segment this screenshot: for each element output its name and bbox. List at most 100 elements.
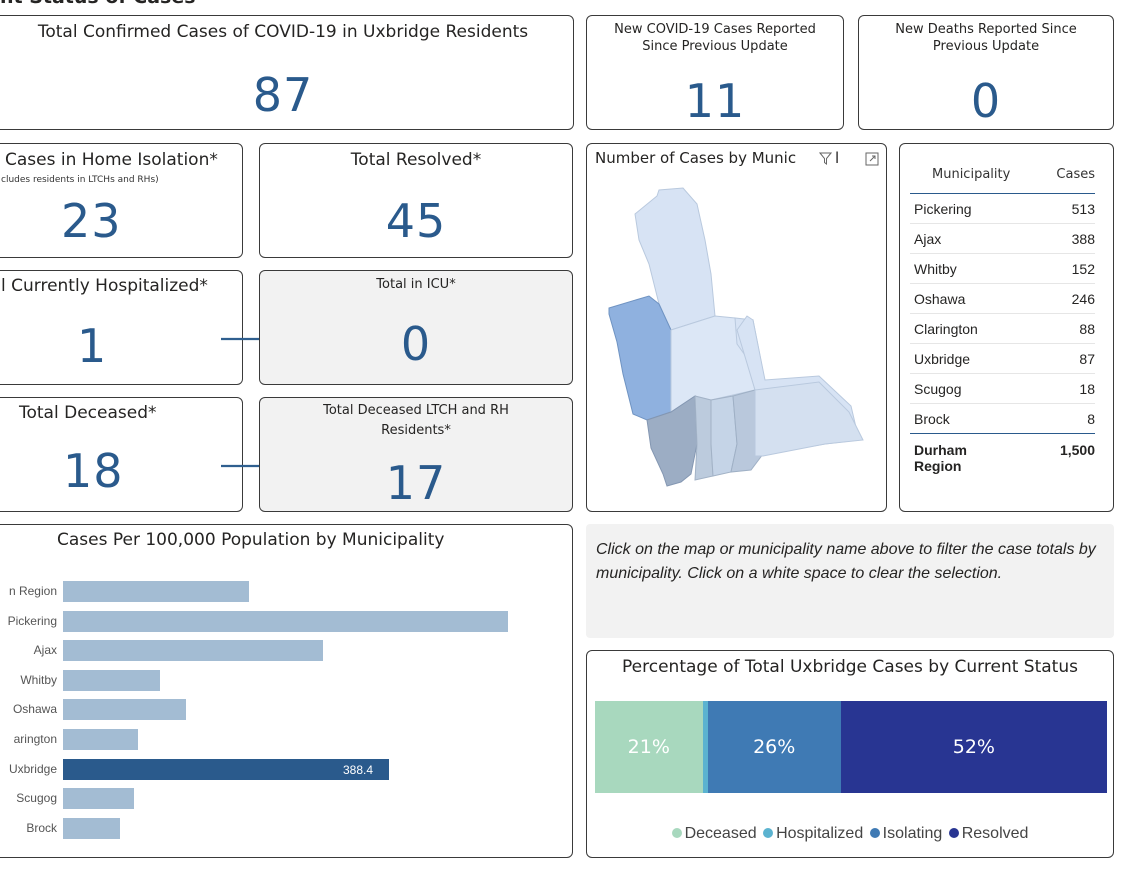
- legend-deceased[interactable]: Deceased: [671, 825, 757, 842]
- total-confirmed-title: Total Confirmed Cases of COVID-19 in Uxb…: [37, 22, 529, 42]
- map-card[interactable]: Number of Cases by Munic l: [586, 143, 887, 512]
- total-name-line2: Region: [914, 458, 962, 474]
- bar-uxbridge[interactable]: [63, 758, 389, 780]
- total-confirmed-value: 87: [252, 68, 314, 122]
- hospitalized-title: l Currently Hospitalized*: [1, 276, 208, 296]
- col-municipality-header[interactable]: Municipality: [932, 167, 1011, 182]
- bar-n-region[interactable]: [63, 581, 250, 602]
- table-row[interactable]: Pickering 513: [910, 194, 1095, 224]
- municipality-table-card: Municipality Cases Pickering 513 Ajax 388 …: [899, 143, 1114, 512]
- segment-resolved[interactable]: 52%: [840, 701, 1107, 793]
- row-name: Brock: [914, 410, 950, 427]
- bar-label-4: Oshawa: [12, 702, 57, 717]
- hospitalized-value: 1: [77, 319, 108, 373]
- table-row[interactable]: Whitby 152: [910, 254, 1095, 284]
- icu-title: Total in ICU*: [376, 277, 456, 292]
- legend-isolating-label: Isolating: [882, 825, 943, 842]
- bar-arington[interactable]: [63, 729, 138, 750]
- bar-chart-plot[interactable]: n Region Pickering Ajax Whitby Oshawa aringto…: [0, 525, 572, 857]
- durham-region-map[interactable]: [587, 144, 887, 512]
- table-row[interactable]: Brock 8: [910, 404, 1095, 434]
- table-row[interactable]: Scugog 18: [910, 374, 1095, 404]
- legend-isolating[interactable]: Isolating: [869, 825, 943, 842]
- bar-oshawa[interactable]: [63, 699, 186, 721]
- total-resolved-value: 45: [385, 194, 447, 248]
- row-name: Scugog: [914, 380, 962, 397]
- row-name: Clarington: [914, 320, 978, 337]
- row-name: Oshawa: [914, 290, 966, 307]
- legend-deceased-label: Deceased: [684, 825, 757, 842]
- bar-label-5: arington: [13, 732, 57, 746]
- new-deaths-title-1: New Deaths Reported Since: [895, 22, 1077, 37]
- deceased-value: 18: [63, 444, 124, 498]
- legend-resolved[interactable]: Resolved: [948, 825, 1029, 842]
- total-resolved-title: Total Resolved*: [350, 150, 482, 170]
- total-name-line1: Durham: [914, 442, 967, 458]
- map-region-ajax[interactable]: [646, 395, 698, 487]
- new-deaths-title-2: Previous Update: [932, 39, 1040, 54]
- row-name: Whitby: [914, 260, 957, 277]
- map-region-brock[interactable]: [634, 187, 716, 331]
- table-row[interactable]: Oshawa 246: [910, 284, 1095, 314]
- row-cases: 388: [1071, 230, 1095, 247]
- new-deaths-card: New Deaths Reported Since Previous Updat…: [858, 15, 1114, 130]
- bar-data-label: 388.4: [342, 762, 373, 777]
- row-cases: 8: [1087, 410, 1095, 427]
- segment-deceased[interactable]: 21%: [595, 701, 703, 793]
- legend-hospitalized-dot: [763, 828, 774, 838]
- table-row[interactable]: Ajax 388: [910, 224, 1095, 254]
- map-region-pickering[interactable]: [608, 295, 672, 421]
- table-total-row: Durham Region 1,500: [910, 434, 1095, 486]
- new-cases-value: 11: [684, 74, 746, 128]
- bar-label-7: Scugog: [16, 791, 57, 806]
- legend-resolved-dot: [948, 828, 959, 838]
- row-name: Uxbridge: [914, 350, 971, 367]
- status-legend: Deceased Hospitalized Isolating Resolved: [587, 825, 1113, 843]
- deceased-ltch-title-2: Residents*: [381, 423, 451, 438]
- row-cases: 87: [1079, 350, 1095, 367]
- table-row[interactable]: Uxbridge 87: [910, 344, 1095, 374]
- status-chart-card: Percentage of Total Uxbridge Cases by Cu…: [586, 650, 1114, 858]
- map-title: Number of Cases by Munic: [595, 149, 797, 167]
- row-cases: 513: [1071, 200, 1095, 217]
- deceased-ltch-title-1: Total Deceased LTCH and RH: [323, 403, 509, 418]
- legend-hospitalized[interactable]: Hospitalized: [763, 825, 863, 842]
- total-cases: 1,500: [1059, 442, 1095, 458]
- table-header: Municipality Cases: [910, 156, 1095, 194]
- focus-mode-icon[interactable]: [865, 152, 879, 166]
- map-region-whitby[interactable]: [694, 395, 714, 481]
- home-isolation-value: 23: [61, 194, 122, 248]
- table-row[interactable]: Clarington 88: [910, 314, 1095, 344]
- bar-label-3: Whitby: [20, 672, 57, 687]
- bar-ajax[interactable]: [63, 640, 324, 662]
- row-name: Pickering: [914, 200, 972, 217]
- row-cases: 152: [1071, 260, 1095, 277]
- home-isolation-title: Cases in Home Isolation*: [5, 150, 218, 170]
- status-chart-plot[interactable]: 21% 26% 52%: [587, 651, 1113, 857]
- icu-card: Total in ICU* 0: [259, 270, 573, 385]
- col-cases-header[interactable]: Cases: [1056, 167, 1095, 182]
- instruction-text: Click on the map or municipality name ab…: [596, 541, 1096, 582]
- segment-hospitalized[interactable]: [702, 701, 708, 793]
- row-name: Ajax: [914, 230, 942, 247]
- new-cases-title-2: Since Previous Update: [642, 39, 788, 54]
- map-region-clarington-east[interactable]: [754, 381, 864, 457]
- bar-brock[interactable]: [63, 817, 121, 839]
- row-cases: 88: [1079, 320, 1095, 337]
- legend-resolved-label: Resolved: [961, 825, 1029, 842]
- deceased-ltch-value: 17: [385, 456, 447, 510]
- deceased-title: Total Deceased*: [19, 403, 157, 423]
- bar-label-8: Brock: [26, 820, 57, 835]
- bar-chart-title: Cases Per 100,000 Population by Municipa…: [57, 530, 445, 550]
- segment-isolating[interactable]: 26%: [707, 701, 841, 793]
- filter-icon[interactable]: [819, 152, 832, 165]
- new-cases-card: New COVID-19 Cases Reported Since Previo…: [586, 15, 844, 130]
- row-cases: 18: [1079, 380, 1095, 397]
- bar-scugog[interactable]: [63, 788, 134, 810]
- bar-whitby[interactable]: [63, 669, 160, 691]
- hospitalized-card: l Currently Hospitalized* 1: [0, 270, 243, 385]
- bar-pickering[interactable]: [63, 610, 508, 632]
- bar-label-2: Ajax: [33, 643, 57, 658]
- deceased-ltch-card: Total Deceased LTCH and RH Residents* 17: [259, 397, 573, 512]
- new-deaths-value: 0: [970, 74, 1002, 128]
